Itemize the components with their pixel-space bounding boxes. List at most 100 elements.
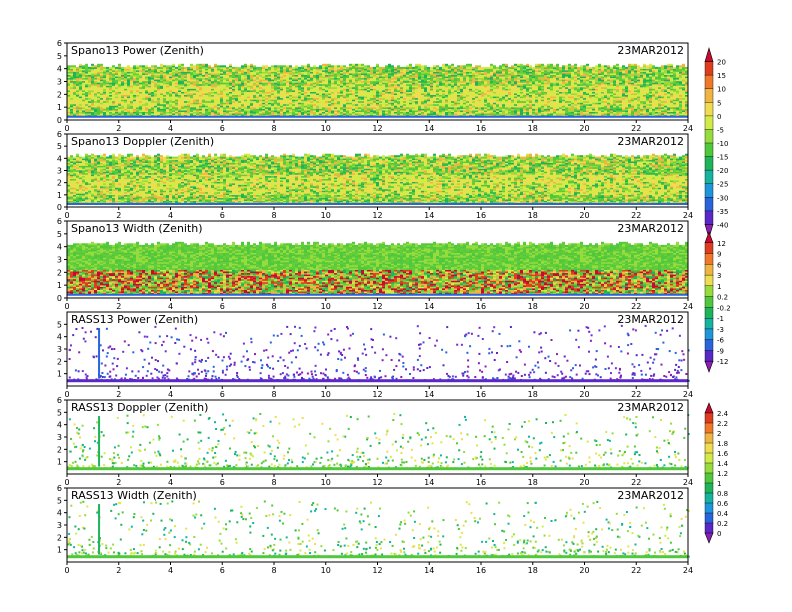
heatmap-cell [73, 74, 76, 77]
heatmap-cell [79, 96, 82, 99]
heatmap-cell [100, 66, 103, 69]
heatmap-cell [100, 110, 103, 112]
heatmap-cell [106, 99, 109, 102]
heatmap-cell [73, 103, 76, 106]
heatmap-cell [67, 111, 70, 114]
heatmap-cell [85, 79, 88, 82]
heatmap-cell [199, 63, 202, 66]
heatmap-cell [91, 65, 94, 68]
heatmap-cell [97, 63, 100, 66]
heatmap-cell [109, 94, 112, 97]
heatmap-cell [79, 68, 82, 71]
heatmap-cell [112, 103, 115, 106]
heatmap-cell [106, 74, 109, 77]
heatmap-cell [118, 86, 121, 89]
heatmap-cell [94, 91, 97, 94]
heatmap-cell [94, 88, 97, 91]
heatmap-cell [82, 79, 85, 82]
heatmap-cell [214, 63, 217, 66]
heatmap-cell [94, 85, 97, 88]
heatmap-cell [76, 96, 79, 99]
heatmap-cell [118, 105, 121, 108]
heatmap-cell [109, 93, 112, 95]
heatmap-cell [82, 88, 85, 91]
heatmap-cell [238, 66, 241, 69]
heatmap-cell [82, 102, 85, 105]
heatmap-cell [412, 66, 415, 69]
heatmap-cell [100, 69, 103, 72]
heatmap-cell [91, 103, 94, 106]
heatmap-cell [85, 108, 88, 111]
heatmap-cell [124, 66, 127, 69]
heatmap-cell [118, 68, 121, 71]
heatmap-cell [352, 63, 355, 66]
heatmap-cell [112, 96, 115, 99]
heatmap-cell [70, 73, 73, 75]
heatmap-cell [160, 63, 163, 66]
heatmap-cell [346, 66, 349, 69]
heatmap-cell [94, 103, 97, 106]
heatmap-cell [118, 94, 121, 97]
heatmap-cell [274, 65, 277, 68]
heatmap-cell [100, 102, 103, 105]
heatmap-cell [94, 96, 97, 99]
heatmap-cell [100, 103, 103, 106]
heatmap-cell [130, 66, 133, 69]
heatmap-cell [79, 114, 82, 117]
heatmap-cell [88, 68, 91, 71]
heatmap-cell [112, 77, 115, 80]
heatmap-cell [118, 69, 121, 72]
heatmap-cell [79, 108, 82, 111]
heatmap-cell [307, 63, 310, 66]
heatmap-cell [112, 79, 115, 82]
heatmap-cell [118, 90, 121, 92]
heatmap-cell [358, 63, 361, 66]
heatmap-cell [154, 65, 157, 68]
heatmap-cell [289, 65, 292, 68]
heatmap-cell [70, 102, 73, 105]
heatmap-cell [472, 66, 475, 69]
heatmap-cell [118, 80, 121, 83]
heatmap-cell [103, 73, 106, 75]
heatmap-cell [112, 105, 115, 108]
heatmap-cell [88, 66, 91, 69]
heatmap-cell [277, 65, 280, 68]
heatmap-cell [97, 93, 100, 95]
heatmap-cell [109, 96, 112, 99]
heatmap-cell [382, 66, 385, 69]
heatmap-cell [253, 65, 256, 68]
heatmap-cell [94, 80, 97, 83]
heatmap-cell [406, 65, 409, 68]
heatmap-cell [100, 97, 103, 100]
heatmap-cell [85, 82, 88, 85]
heatmap-cell [100, 82, 103, 85]
heatmap-cells [67, 63, 688, 118]
heatmap-cell [82, 108, 85, 111]
heatmap-cell [73, 111, 76, 114]
heatmap-cell [109, 106, 112, 109]
heatmap-cell [103, 102, 106, 105]
heatmap-cell [97, 73, 100, 75]
heatmap-cell [496, 66, 499, 69]
heatmap-cell [88, 110, 91, 112]
heatmap-cell [106, 69, 109, 72]
heatmap-cell [478, 65, 481, 68]
heatmap-cell [103, 66, 106, 69]
heatmap-cell [88, 86, 91, 89]
heatmap-cell [76, 80, 79, 83]
heatmap-cell [106, 102, 109, 105]
heatmap-cell [325, 63, 328, 66]
heatmap-cell [73, 91, 76, 94]
heatmap-cell [97, 80, 100, 83]
heatmap-cell [70, 91, 73, 94]
heatmap-cell [118, 65, 121, 68]
heatmap-cell [79, 97, 82, 100]
heatmap-cell [82, 71, 85, 74]
heatmap-cell [109, 100, 112, 103]
heatmap-cell [70, 86, 73, 89]
heatmap-cell [340, 65, 343, 68]
heatmap-cell [94, 83, 97, 86]
heatmap-cell [481, 66, 484, 69]
heatmap-cell [76, 85, 79, 88]
heatmap-cell [112, 100, 115, 103]
